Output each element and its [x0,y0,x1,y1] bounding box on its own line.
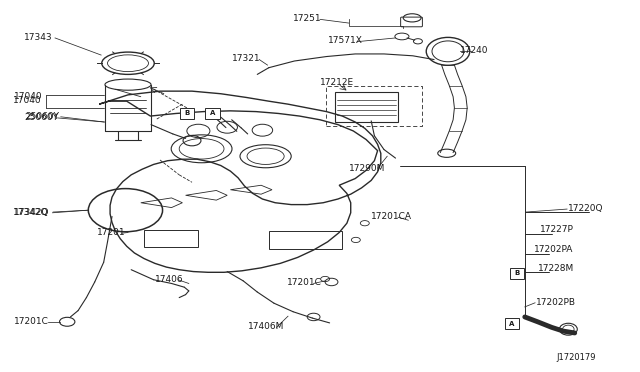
Text: 17201CA: 17201CA [371,212,412,221]
Bar [269,231,342,249]
Text: A: A [509,321,515,327]
Text: 17040: 17040 [13,96,42,105]
Text: 17228M: 17228M [538,264,574,273]
Text: 17342Q: 17342Q [14,208,49,217]
FancyBboxPatch shape [205,108,220,119]
Text: A: A [210,110,215,116]
Text: 17290M: 17290M [349,164,385,173]
FancyBboxPatch shape [510,268,524,279]
Text: B: B [184,110,189,116]
Text: 25060Y: 25060Y [26,112,60,121]
Text: 17040: 17040 [14,92,43,101]
Text: B: B [515,270,520,276]
Text: 17343: 17343 [24,33,53,42]
Text: 17342Q: 17342Q [13,208,48,217]
Text: 17201C: 17201C [287,278,321,287]
Bar [144,230,198,247]
Text: 17202PA: 17202PA [534,246,574,254]
FancyBboxPatch shape [180,108,194,119]
Text: 17220Q: 17220Q [568,204,604,213]
Text: 17201C: 17201C [14,317,49,326]
Text: 17406: 17406 [155,275,184,283]
FancyBboxPatch shape [505,318,519,329]
Text: 17321: 17321 [232,54,260,63]
Text: 17202PB: 17202PB [536,298,576,307]
Text: 17201: 17201 [97,228,126,237]
Text: 17212E: 17212E [320,78,354,87]
Text: 17571X: 17571X [328,36,362,45]
Text: J1720179: J1720179 [557,353,596,362]
Text: 17227P: 17227P [540,225,574,234]
Text: 25060Y: 25060Y [24,113,58,122]
Text: 17240: 17240 [460,46,488,55]
Text: 17251: 17251 [293,14,322,23]
Text: 17406M: 17406M [248,322,285,331]
